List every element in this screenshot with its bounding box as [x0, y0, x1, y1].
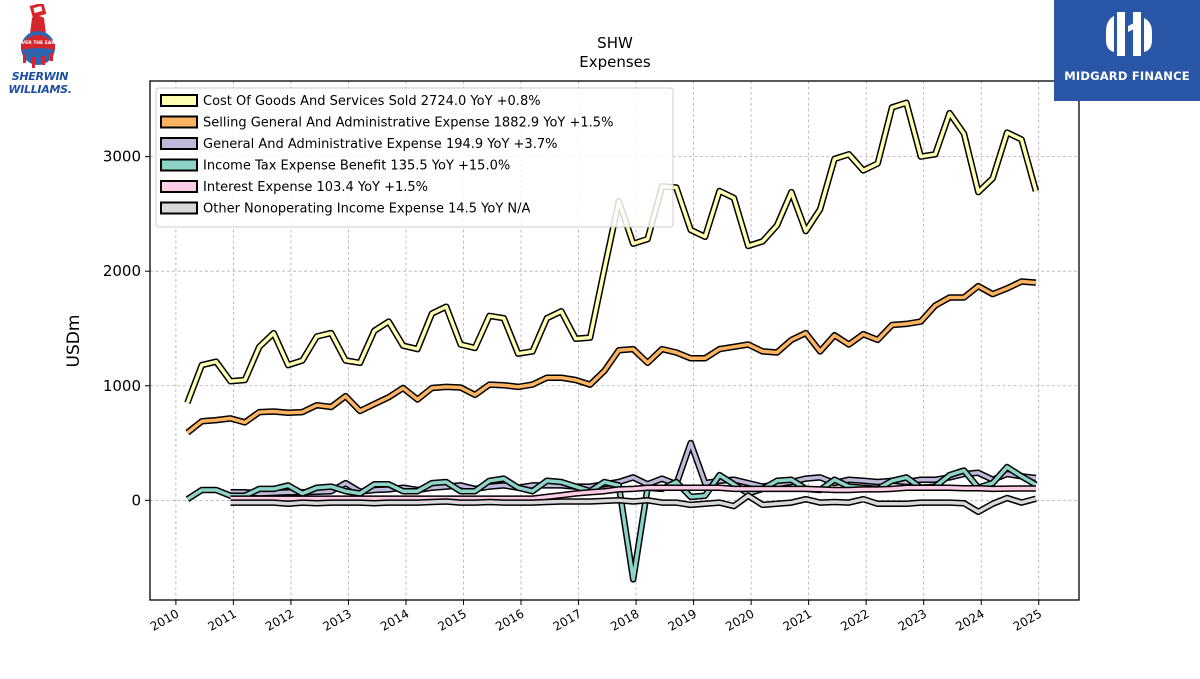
legend-label: Interest Expense 103.4 YoY +1.5%	[203, 180, 428, 195]
x-tick-label: 2022	[838, 606, 871, 633]
series-selling-general-and-administrative-expense	[185, 278, 1037, 436]
midgard-mark-icon	[1106, 12, 1152, 56]
legend-label: Income Tax Expense Benefit 135.5 YoY +15…	[203, 159, 510, 174]
legend-swatch	[160, 115, 198, 129]
logo-line-1: SHERWIN	[11, 70, 69, 83]
sherwin-williams-wordmark: SHERWIN WILLIAMS.	[4, 70, 76, 96]
logo-globe-text: COVER THE EARTH	[15, 40, 62, 46]
legend-item: Income Tax Expense Benefit 135.5 YoY +15…	[160, 158, 510, 174]
legend-swatch	[160, 158, 198, 172]
legend-swatch	[160, 201, 198, 215]
x-tick-label: 2024	[953, 606, 986, 633]
x-tick-label: 2012	[263, 606, 296, 633]
y-axis-label: USDm	[64, 315, 84, 368]
series-other-nonoperating-income-expense	[230, 492, 1037, 516]
x-tick-label: 2018	[608, 606, 641, 633]
y-tick-label: 2000	[103, 262, 141, 280]
series-line	[230, 493, 1037, 514]
midgard-finance-wordmark: MIDGARD FINANCE	[1064, 69, 1190, 83]
sherwin-williams-logo: COVER THE EARTH SHERWIN WILLIAMS.	[4, 2, 76, 100]
x-tick-label: 2023	[896, 606, 929, 633]
series-line	[230, 485, 1036, 501]
x-tick-label: 2014	[378, 606, 411, 633]
legend-label: Selling General And Administrative Expen…	[203, 116, 613, 131]
logo-line-2: WILLIAMS.	[8, 83, 72, 96]
paint-globe-icon: COVER THE EARTH	[15, 2, 62, 68]
legend-item: Interest Expense 103.4 YoY +1.5%	[160, 180, 428, 195]
legend-swatch	[160, 94, 198, 107]
chart-subtitle: Expenses	[579, 53, 651, 71]
legend-box	[155, 87, 674, 228]
legend-label: General And Administrative Expense 194.9…	[203, 137, 557, 152]
legend-item: Selling General And Administrative Expen…	[160, 115, 613, 131]
series-cost-of-goods-and-services-sold	[184, 99, 1040, 405]
legend-item: Other Nonoperating Income Expense 14.5 Y…	[160, 201, 531, 217]
y-tick-label: 1000	[103, 377, 141, 395]
y-tick-label: 0	[131, 491, 141, 509]
series-line	[186, 279, 1037, 435]
x-tick-label: 2025	[1011, 606, 1044, 633]
x-tick-label: 2016	[493, 606, 526, 633]
legend-swatch	[160, 137, 198, 150]
x-tick-label: 2017	[551, 606, 584, 633]
x-tick-label: 2019	[666, 606, 699, 633]
midgard-finance-logo: MIDGARD FINANCE	[1054, 0, 1200, 101]
series-line	[185, 101, 1038, 404]
series-income-tax-expense-benefit	[185, 463, 1038, 583]
legend-label: Cost Of Goods And Services Sold 2724.0 Y…	[203, 94, 541, 109]
x-tick-label: 2013	[321, 606, 354, 633]
chart-title: SHW	[597, 34, 633, 52]
legend-label: Other Nonoperating Income Expense 14.5 Y…	[203, 202, 531, 217]
y-tick-label: 3000	[103, 148, 141, 166]
x-tick-label: 2010	[148, 606, 181, 633]
x-tick-label: 2021	[781, 606, 814, 633]
x-tick-label: 2015	[436, 606, 469, 633]
series-line-outline	[185, 278, 1037, 436]
plot-frame	[149, 80, 1080, 601]
legend-item: Cost Of Goods And Services Sold 2724.0 Y…	[160, 94, 541, 109]
x-tick-label: 2020	[723, 606, 756, 633]
series-interest-expense	[230, 484, 1036, 502]
legend-swatch	[160, 180, 198, 193]
series-line	[186, 465, 1037, 582]
legend-item: General And Administrative Expense 194.9…	[160, 137, 557, 152]
x-tick-label: 2011	[205, 606, 238, 633]
